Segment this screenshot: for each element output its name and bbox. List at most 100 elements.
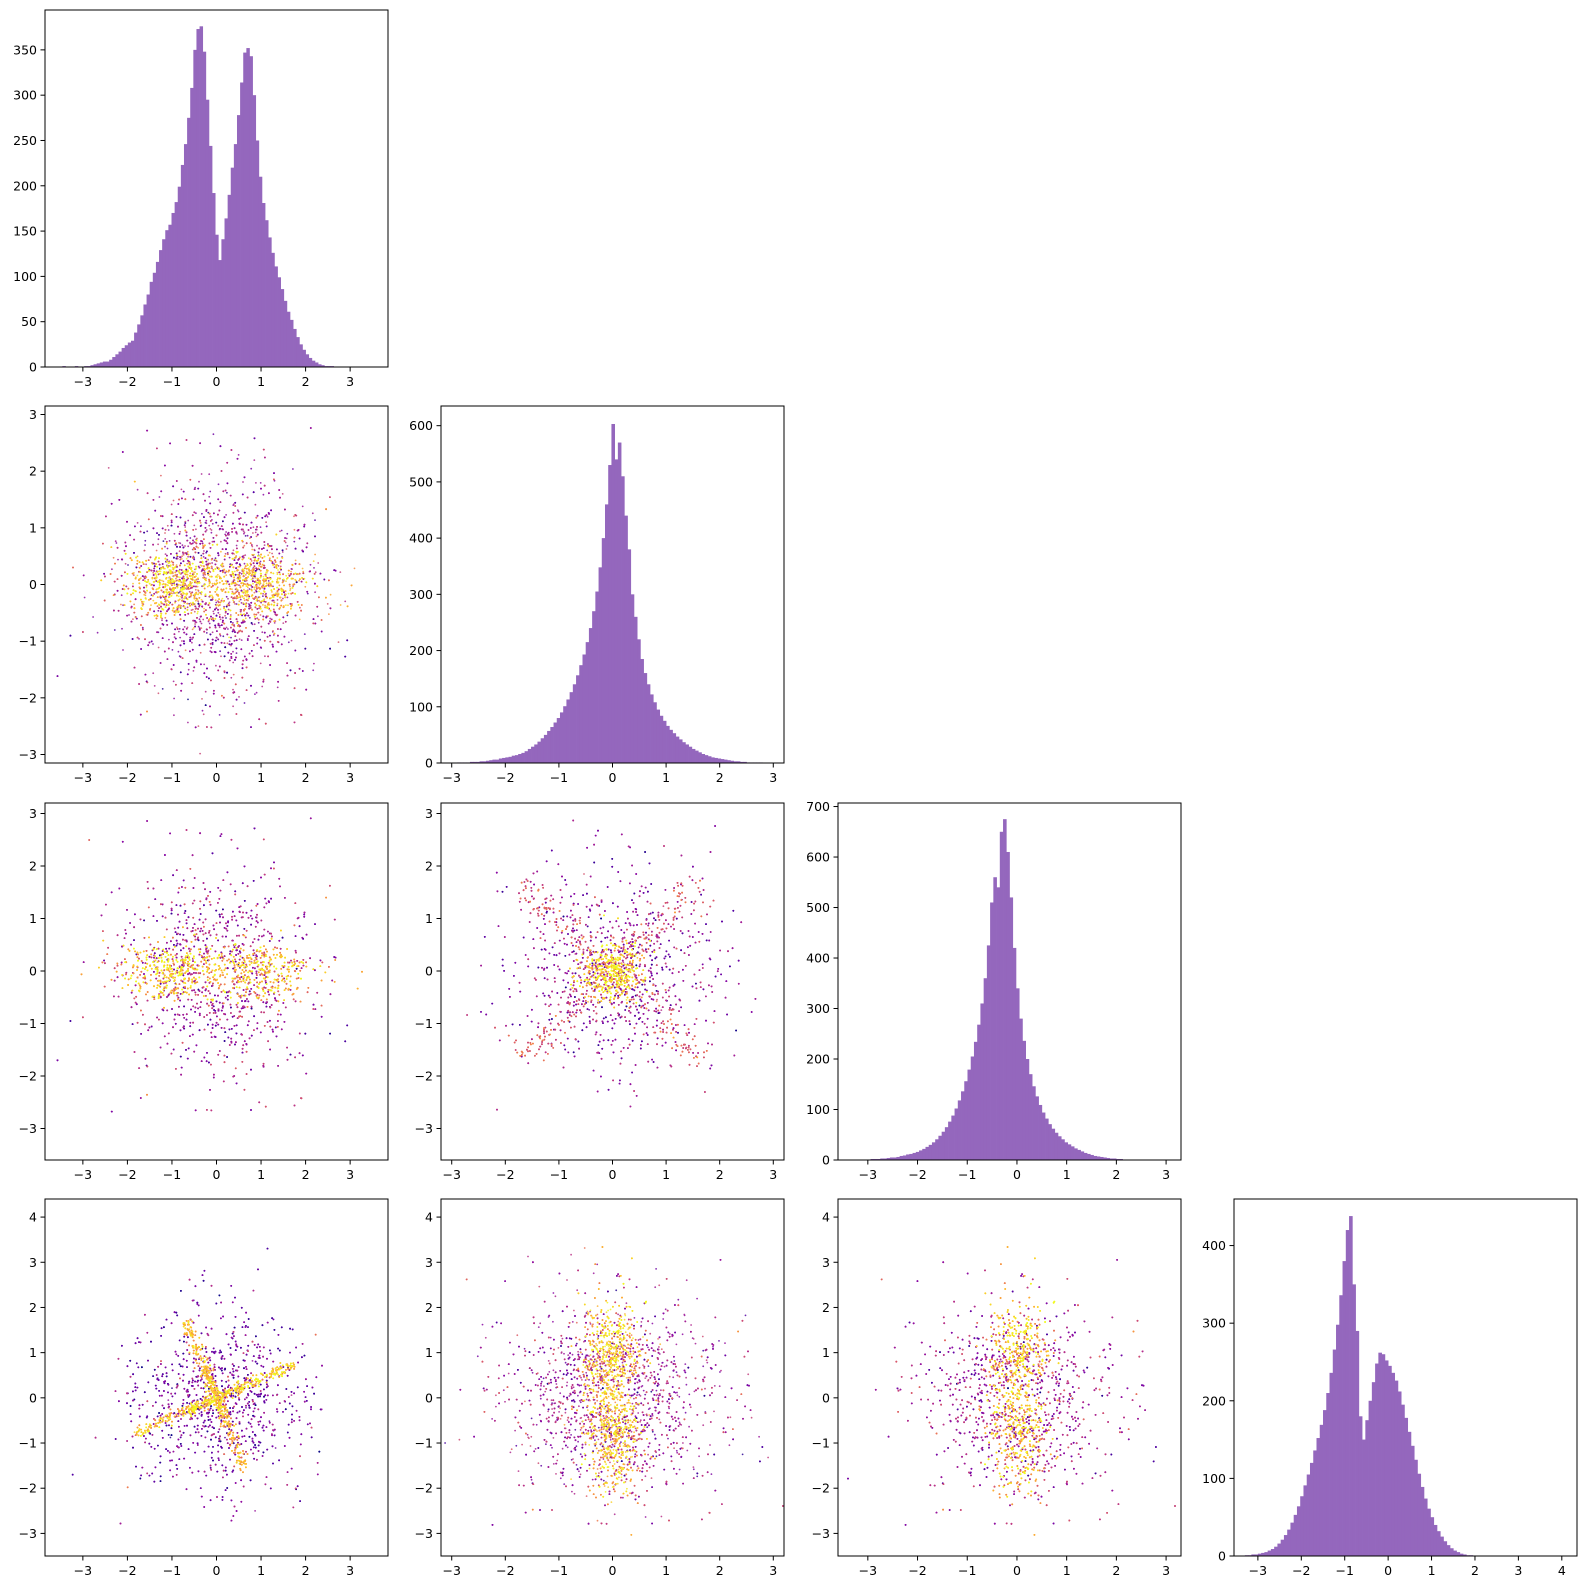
x-tick-label: 0	[1013, 1167, 1021, 1182]
scatter-point	[170, 521, 173, 524]
scatter-point	[263, 564, 266, 567]
scatter-point	[193, 558, 196, 561]
scatter-point	[248, 570, 251, 572]
histogram-bar	[986, 945, 991, 1160]
scatter-point	[233, 639, 236, 642]
scatter-point	[178, 568, 181, 571]
scatter-point	[103, 572, 105, 575]
histogram-bar	[1459, 1553, 1464, 1556]
histogram-bar	[124, 345, 129, 367]
scatter-point	[224, 611, 227, 614]
scatter-point	[179, 584, 182, 586]
scatter-point	[164, 538, 167, 540]
scatter-point	[235, 603, 238, 605]
y-tick-label: 200	[1202, 1393, 1226, 1408]
histogram-bar	[1375, 1363, 1379, 1556]
scatter-point	[264, 456, 266, 459]
scatter-point	[255, 535, 258, 538]
scatter-point	[320, 630, 323, 633]
scatter-point	[138, 566, 141, 569]
histogram-bar	[1309, 1462, 1314, 1556]
scatter-point	[269, 617, 272, 620]
scatter-point	[116, 546, 119, 549]
y-tick-label: 250	[13, 133, 37, 148]
scatter-point	[220, 540, 222, 543]
histogram-bar	[1287, 1529, 1291, 1556]
scatter-point	[187, 663, 190, 665]
scatter-point	[206, 628, 208, 631]
scatter-point	[214, 624, 217, 627]
scatter-point	[248, 588, 251, 590]
scatter-point	[273, 620, 276, 622]
x-tick-label: 1	[662, 770, 670, 785]
scatter-point	[186, 578, 188, 581]
scatter-point	[134, 598, 137, 601]
histogram-bar	[1006, 851, 1010, 1160]
histogram-bar	[582, 654, 587, 763]
scatter-point	[224, 646, 227, 649]
scatter-point	[243, 655, 246, 658]
scatter-point	[236, 583, 238, 586]
scatter-point	[209, 515, 212, 518]
scatter-point	[256, 637, 259, 639]
scatter-point	[263, 560, 265, 562]
scatter-point	[179, 613, 182, 616]
scatter-point	[257, 618, 260, 621]
scatter-point	[175, 683, 177, 686]
y-tick-label: 400	[806, 951, 830, 966]
scatter-point	[250, 601, 253, 604]
scatter-point	[258, 604, 261, 607]
scatter-point	[236, 457, 239, 460]
scatter-point	[130, 606, 133, 609]
scatter-point	[214, 608, 216, 611]
histogram-bar	[730, 760, 734, 763]
scatter-point	[173, 556, 175, 559]
histogram-bar	[1290, 1522, 1295, 1556]
scatter-point	[255, 528, 258, 531]
scatter-point	[210, 586, 213, 588]
scatter-point	[221, 548, 224, 550]
scatter-point	[187, 668, 190, 671]
scatter-point	[302, 570, 305, 573]
scatter-point	[185, 534, 188, 537]
scatter-point	[200, 524, 203, 527]
scatter-point	[254, 570, 257, 572]
scatter-point	[212, 619, 215, 622]
scatter-point	[272, 634, 275, 636]
scatter-point	[255, 482, 257, 484]
scatter-point	[258, 607, 260, 610]
scatter-point	[191, 556, 194, 559]
scatter-point	[247, 599, 249, 602]
scatter-point	[209, 705, 211, 708]
scatter-point	[193, 541, 196, 543]
histogram-bar	[556, 718, 561, 763]
scatter-point	[226, 671, 229, 674]
scatter-point	[231, 531, 234, 533]
y-tick-label: 700	[806, 799, 830, 814]
scatter-point	[276, 604, 279, 607]
scatter-point	[207, 604, 210, 606]
scatter-point	[165, 603, 168, 606]
scatter-point	[314, 535, 316, 538]
histogram-bar	[215, 234, 219, 367]
scatter-point	[184, 520, 187, 523]
scatter-point	[259, 662, 262, 665]
scatter-point	[242, 575, 245, 577]
scatter-point	[207, 573, 210, 576]
scatter-point	[320, 619, 323, 621]
histogram-bar	[1453, 1550, 1457, 1556]
histogram-bar	[271, 252, 275, 367]
scatter-point	[234, 631, 236, 633]
x-tick-label: −3	[74, 374, 92, 389]
scatter-point	[279, 496, 281, 499]
histogram-bar	[246, 48, 250, 367]
scatter-point	[272, 608, 275, 611]
scatter-point	[286, 674, 289, 677]
scatter-point	[245, 523, 248, 526]
scatter-point	[214, 563, 217, 566]
scatter-point	[254, 577, 257, 579]
scatter-point	[226, 580, 229, 583]
scatter-point	[141, 602, 144, 605]
scatter-point	[172, 664, 175, 666]
scatter-point	[155, 563, 157, 565]
